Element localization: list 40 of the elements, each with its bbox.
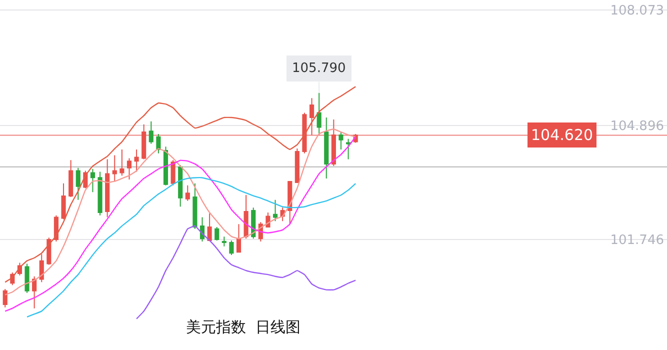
- candlestick: [207, 212, 212, 242]
- candlestick: [61, 182, 66, 220]
- candlestick: [185, 184, 190, 202]
- candlestick: [24, 263, 30, 294]
- candlestick: [156, 134, 161, 154]
- candlestick: [178, 164, 183, 208]
- candlestick: [98, 171, 102, 216]
- candlestick: [46, 237, 52, 266]
- line-series: [136, 225, 356, 320]
- candlestick: [163, 146, 168, 186]
- line-series: [26, 177, 356, 318]
- candlestick: [294, 148, 300, 183]
- candlestick: [134, 149, 139, 172]
- candlestick: [32, 276, 37, 309]
- annotation: 105.790: [292, 61, 346, 76]
- candlestick: [120, 149, 124, 176]
- candlestick: [222, 236, 226, 247]
- y-tick-label: 104.896: [610, 118, 664, 134]
- candlestick: [214, 226, 220, 242]
- candlestick: [76, 167, 80, 200]
- candlestick: [229, 240, 234, 256]
- text: 美元指数 日线图: [186, 318, 301, 336]
- candlestick: [324, 117, 329, 180]
- candlestick: [338, 132, 344, 150]
- candlestick: [148, 120, 154, 144]
- candlestick: [170, 160, 176, 186]
- candlestick: [272, 199, 278, 222]
- y-tick-label: 101.746: [610, 233, 664, 248]
- candlestick: [346, 138, 351, 160]
- candlestick: [126, 158, 132, 180]
- candlestick: [68, 160, 74, 198]
- candlestick: [112, 154, 117, 182]
- candlestick: [90, 168, 96, 193]
- candlestick: [2, 288, 8, 308]
- candlestick: [192, 182, 198, 230]
- y-tick-label: 108.073: [610, 4, 664, 19]
- candlestick: [244, 194, 248, 240]
- ref-line-label: 104.620: [531, 126, 594, 144]
- candlestick: [236, 224, 242, 253]
- candlestick: [105, 158, 110, 218]
